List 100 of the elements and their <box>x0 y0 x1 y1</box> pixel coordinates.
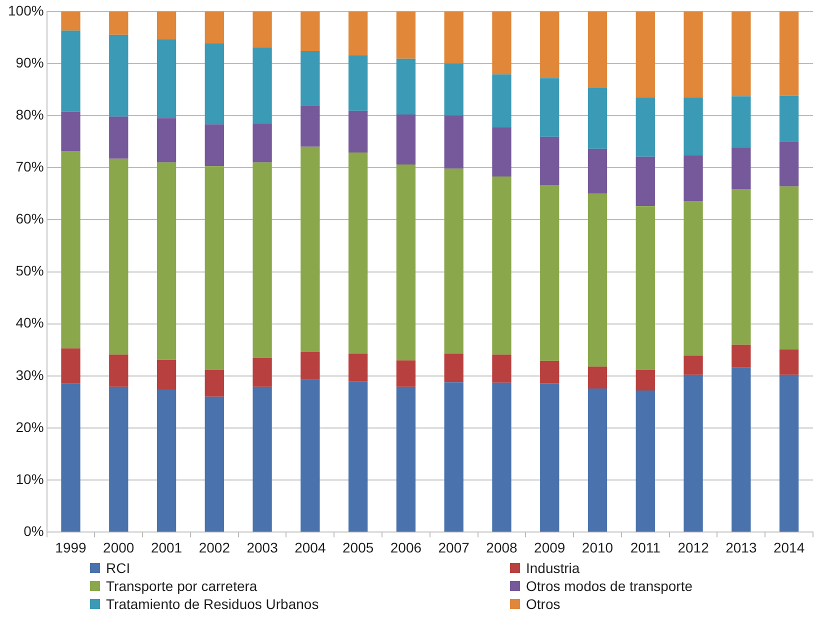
y-tick-label: 20% <box>16 418 44 435</box>
bar <box>156 162 176 360</box>
bar <box>779 374 799 532</box>
bar <box>348 55 368 111</box>
bar <box>444 168 464 354</box>
bar <box>156 390 176 532</box>
bar <box>779 186 799 350</box>
x-tick-label: 2004 <box>294 539 326 556</box>
bar <box>732 344 751 368</box>
legend-label: Otros <box>526 596 560 612</box>
y-tick-label: 90% <box>16 54 44 70</box>
x-tick-label: 2010 <box>582 539 614 556</box>
x-tick-label: 2012 <box>678 539 710 556</box>
bar <box>540 383 560 532</box>
bar <box>636 390 655 532</box>
bar <box>732 96 751 148</box>
bar <box>588 11 608 88</box>
bar <box>204 124 224 166</box>
legend-label: Otros modos de transporte <box>526 578 693 594</box>
bar <box>348 152 368 354</box>
bar <box>109 11 128 35</box>
bar <box>779 96 799 142</box>
bar <box>109 386 128 532</box>
bar <box>540 78 560 137</box>
x-tick-label: 2007 <box>438 539 470 556</box>
bar <box>540 136 560 186</box>
bar <box>492 74 512 128</box>
bar <box>61 150 80 348</box>
bar <box>156 11 176 40</box>
legend-label: Tratamiento de Residuos Urbanos <box>106 596 319 612</box>
x-tick-label: 2014 <box>773 539 805 556</box>
bar <box>540 11 560 78</box>
bar <box>636 11 655 98</box>
bar <box>396 58 416 115</box>
legend-label: RCI <box>106 560 130 576</box>
bar <box>252 11 272 48</box>
bar <box>492 176 512 355</box>
bar <box>684 374 703 532</box>
bar <box>109 354 128 387</box>
x-tick-label: 2013 <box>726 539 757 556</box>
bar <box>636 370 655 391</box>
bar <box>779 142 799 186</box>
y-tick-label: 30% <box>16 366 44 383</box>
bar <box>204 370 224 397</box>
x-tick-label: 2009 <box>534 539 566 556</box>
bar <box>636 156 655 206</box>
bar <box>109 158 128 355</box>
bar <box>396 11 416 59</box>
bar <box>492 128 512 176</box>
bar <box>156 360 176 390</box>
bar <box>156 40 176 118</box>
bar <box>348 110 368 153</box>
bar <box>732 147 751 189</box>
bar <box>492 382 512 532</box>
bar <box>588 388 608 532</box>
bar <box>540 185 560 361</box>
bar <box>204 396 224 532</box>
y-tick-label: 100% <box>8 2 44 18</box>
bar <box>300 146 320 352</box>
bar <box>204 11 224 44</box>
bar <box>300 380 320 532</box>
bar <box>779 349 799 375</box>
bar <box>444 63 464 116</box>
bar <box>444 11 464 64</box>
bar <box>109 34 128 117</box>
bar <box>61 30 80 112</box>
bar <box>684 11 703 98</box>
bar <box>636 97 655 157</box>
bar <box>252 386 272 532</box>
bar <box>444 354 464 382</box>
legend-label: Industria <box>526 560 580 576</box>
bar <box>684 155 703 201</box>
bar <box>396 114 416 165</box>
x-tick-label: 2006 <box>390 539 422 556</box>
x-tick-label: 2005 <box>342 539 374 556</box>
bar <box>156 118 176 162</box>
bar <box>588 148 608 194</box>
x-tick-label: 1999 <box>55 539 87 556</box>
bar <box>61 11 80 31</box>
bar <box>300 106 320 147</box>
bar <box>732 11 751 96</box>
bar <box>396 360 416 387</box>
bar <box>109 116 128 159</box>
y-tick-label: 10% <box>16 470 44 487</box>
y-tick-label: 70% <box>16 158 44 174</box>
bar <box>684 356 703 375</box>
bar <box>684 97 703 156</box>
bar <box>492 354 512 383</box>
bar <box>252 162 272 358</box>
y-tick-label: 0% <box>24 523 44 540</box>
bar <box>61 384 80 532</box>
x-tick-label: 2001 <box>150 539 182 556</box>
bar <box>61 112 80 151</box>
x-tick-label: 2003 <box>246 539 278 556</box>
bar <box>61 348 80 384</box>
bar <box>396 164 416 360</box>
bar <box>348 354 368 382</box>
bar <box>779 11 799 96</box>
y-tick-label: 40% <box>16 314 44 331</box>
bar <box>588 88 608 149</box>
